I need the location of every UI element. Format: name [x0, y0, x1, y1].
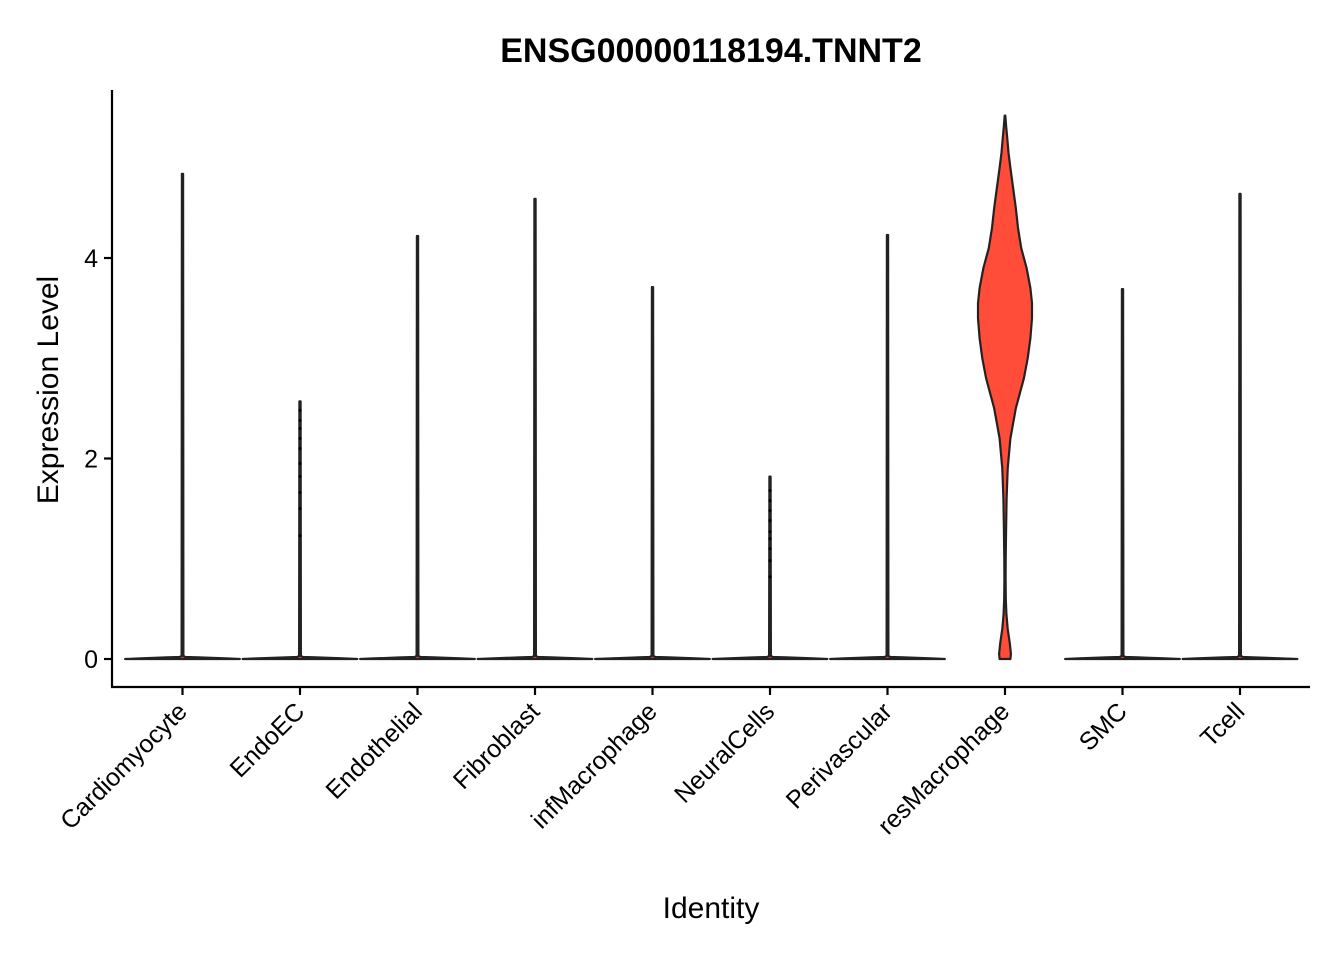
violin-Tcell — [1181, 192, 1299, 661]
data-point — [768, 530, 772, 534]
x-tick-label: NeuralCells — [669, 697, 780, 808]
data-point — [298, 474, 302, 479]
violin-Endothelial — [359, 234, 476, 661]
data-point — [298, 534, 302, 538]
data-point — [298, 408, 302, 412]
x-axis-title: Identity — [663, 892, 760, 925]
data-point — [768, 575, 772, 579]
x-tick-label: infMacrophage — [526, 697, 663, 834]
chart-title: ENSG00000118194.TNNT2 — [500, 32, 921, 70]
data-point — [768, 499, 772, 503]
x-tick-label: Perivascular — [781, 697, 898, 814]
x-tick-label: SMC — [1074, 697, 1133, 756]
data-point — [298, 436, 302, 441]
x-tick-label: Fibroblast — [448, 697, 545, 794]
violins-layer — [124, 114, 1299, 661]
y-axis-title: Expression Level — [32, 276, 65, 504]
y-tick-label: 0 — [84, 646, 98, 674]
data-point — [298, 426, 302, 431]
y-tick-label: 4 — [84, 245, 98, 273]
y-axis-ticks: 0 2 4 — [84, 245, 112, 674]
violin-Fibroblast — [476, 197, 594, 661]
violin-infMacrophage — [594, 285, 711, 661]
violin-NeuralCells — [711, 475, 829, 661]
data-point — [768, 559, 772, 563]
x-tick-label: Tcell — [1195, 697, 1250, 752]
data-point — [768, 488, 772, 493]
violin-SMC — [1064, 287, 1181, 661]
violin-EndoEC — [241, 400, 359, 661]
data-point — [298, 507, 302, 511]
x-tick-label: Endothelial — [320, 697, 427, 804]
data-point — [768, 519, 772, 523]
data-point — [298, 418, 302, 423]
y-tick-label: 2 — [84, 446, 98, 474]
violin-resMacrophage — [976, 114, 1034, 661]
data-point — [768, 537, 772, 541]
x-tick-label: Cardiomyocyte — [55, 697, 193, 835]
data-point — [768, 547, 772, 551]
x-axis-ticks: Cardiomyocyte EndoEC Endothelial Fibroblast… — [55, 687, 1250, 840]
data-point — [298, 461, 302, 466]
violin-Perivascular — [829, 233, 946, 661]
data-point — [768, 509, 772, 513]
points-layer — [298, 408, 772, 579]
violin-Cardiomyocyte — [124, 172, 241, 661]
x-tick-label: EndoEC — [225, 697, 311, 783]
data-point — [298, 490, 302, 495]
data-point — [298, 446, 302, 451]
